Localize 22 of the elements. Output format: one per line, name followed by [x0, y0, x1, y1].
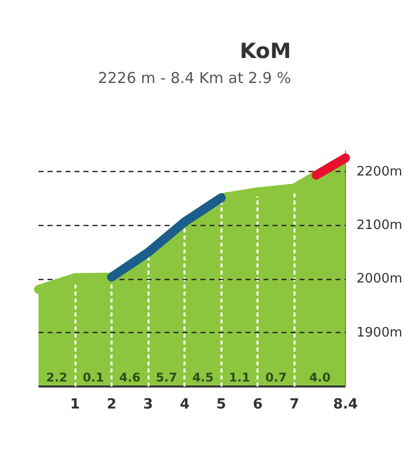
- x-tick-label: 3: [143, 396, 154, 412]
- annotation: 1.1: [228, 370, 250, 384]
- annotation: 0.1: [82, 370, 104, 384]
- y-tick-label: 2100m: [356, 218, 402, 234]
- annotation: 4.5: [192, 370, 214, 384]
- y-tick-label: 1900m: [356, 325, 402, 340]
- chart-title: KoM: [240, 38, 291, 65]
- x-tick-label: 7: [289, 396, 300, 412]
- annotation: 4.6: [119, 370, 141, 384]
- chart-subtitle: 2226 m - 8.4 Km at 2.9 %: [98, 68, 291, 89]
- y-tick-label: 2000m: [356, 272, 402, 287]
- annotation: 4.0: [309, 370, 331, 384]
- annotation: 0.7: [265, 370, 287, 384]
- x-tick-label: 5: [216, 396, 226, 412]
- x-tick-label: 8.4: [333, 396, 358, 412]
- annotation: 5.7: [156, 370, 178, 384]
- y-tick-label: 2200m: [356, 164, 402, 180]
- x-tick-label: 1: [70, 396, 80, 412]
- x-tick-label: 4: [180, 396, 190, 412]
- x-tick-label: 6: [252, 396, 263, 412]
- annotation: 2.2: [46, 370, 68, 384]
- x-tick-label: 2: [106, 396, 116, 412]
